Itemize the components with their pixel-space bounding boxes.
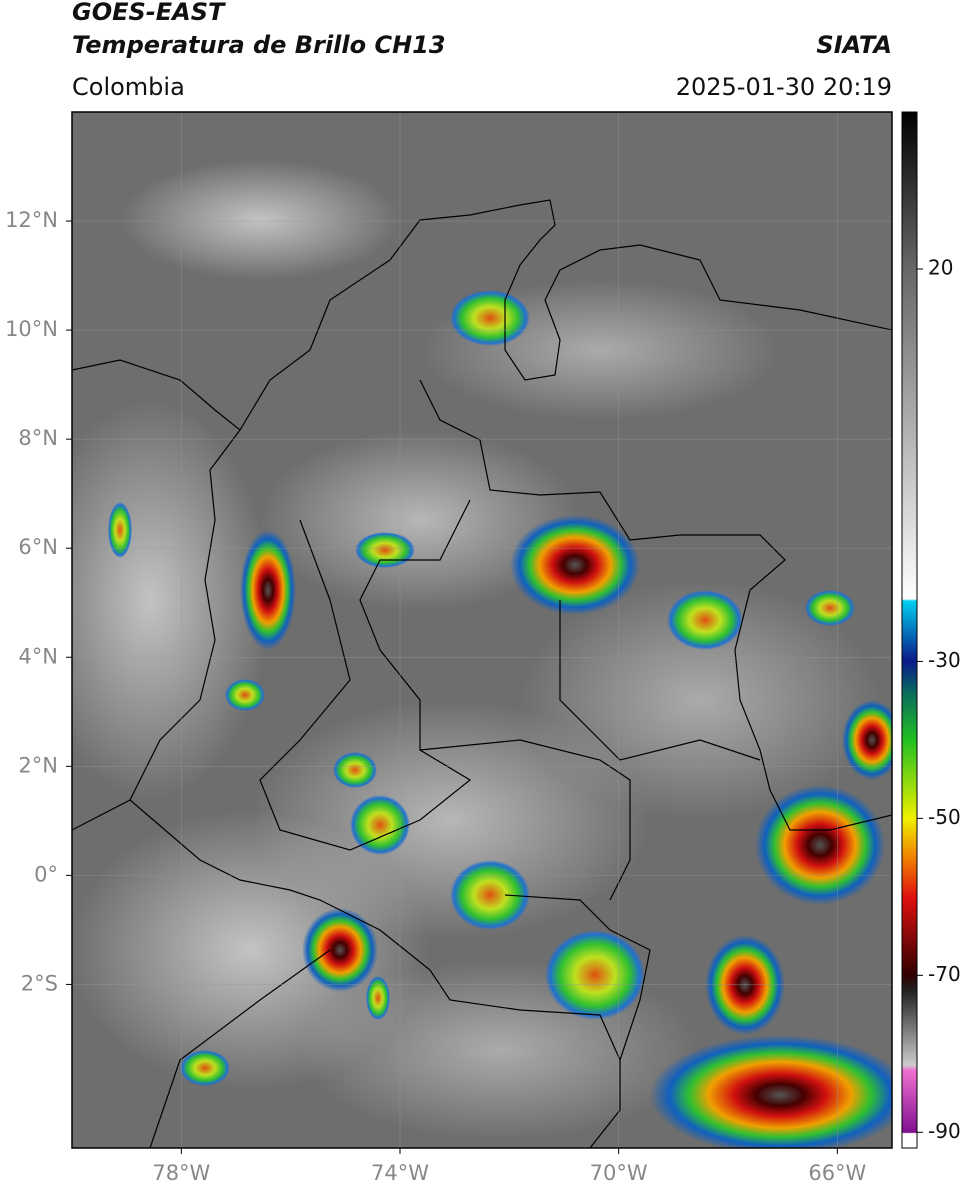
x-tick-label: 70°W — [590, 1161, 648, 1185]
colorbar-tick-label: -50 — [928, 805, 961, 829]
x-tick-label: 78°W — [152, 1161, 210, 1185]
colorbar — [901, 111, 918, 1149]
timestamp: 2025-01-30 20:19 — [676, 73, 892, 101]
y-tick-label: 0° — [34, 862, 58, 886]
x-tick-label: 66°W — [808, 1161, 866, 1185]
y-tick-label: 12°N — [5, 208, 58, 232]
x-tick-label: 74°W — [371, 1161, 429, 1185]
subtitle: Temperatura de Brillo CH13 — [72, 31, 446, 59]
map-frame — [71, 111, 893, 1149]
colorbar-tick-label: -90 — [928, 1119, 961, 1143]
grid — [72, 112, 892, 1148]
region: Colombia — [72, 73, 185, 101]
y-tick-label: 6°N — [18, 535, 58, 559]
source: SIATA — [816, 31, 892, 59]
y-tick-label: 2°S — [21, 971, 58, 995]
colorbar-tick-label: 20 — [928, 255, 953, 279]
y-tick-label: 8°N — [18, 426, 58, 450]
y-tick-label: 4°N — [18, 644, 58, 668]
colorbar-tick-label: -30 — [928, 648, 961, 672]
colorbar-tick-label: -70 — [928, 962, 961, 986]
satellite-image — [72, 112, 892, 1148]
title: GOES-EAST — [72, 0, 226, 26]
y-tick-label: 10°N — [5, 317, 58, 341]
y-tick-label: 2°N — [18, 753, 58, 777]
